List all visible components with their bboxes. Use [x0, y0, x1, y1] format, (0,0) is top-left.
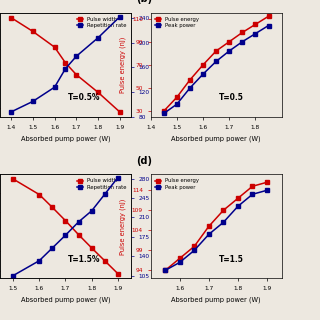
Peak power: [214, 60, 218, 63]
Pulse width: [64, 219, 68, 223]
Peak power: [251, 192, 254, 196]
Repetition rate: [37, 259, 41, 263]
Repetition rate: [96, 36, 100, 39]
Repetition rate: [90, 209, 94, 213]
Pulse energy: [227, 40, 231, 44]
Text: T=0.5%: T=0.5%: [68, 93, 100, 102]
Y-axis label: Repetition rate (kHz): Repetition rate (kHz): [153, 30, 160, 100]
Pulse width: [11, 177, 15, 181]
Line: Pulse width: Pulse width: [9, 15, 123, 115]
Repetition rate: [75, 54, 78, 58]
Pulse width: [116, 272, 120, 276]
Repetition rate: [103, 192, 107, 196]
Line: Pulse width: Pulse width: [11, 177, 120, 276]
Peak power: [163, 268, 167, 272]
Pulse width: [90, 246, 94, 250]
Pulse width: [37, 193, 41, 196]
Pulse energy: [265, 180, 269, 184]
Repetition rate: [116, 176, 120, 180]
Pulse energy: [267, 14, 270, 18]
Pulse energy: [201, 63, 205, 67]
Pulse width: [96, 91, 100, 94]
Pulse width: [103, 259, 107, 263]
Line: Peak power: Peak power: [163, 188, 269, 273]
Peak power: [227, 49, 231, 53]
Repetition rate: [9, 110, 13, 114]
Pulse energy: [162, 109, 166, 113]
X-axis label: Absorbed pump power (W): Absorbed pump power (W): [171, 135, 261, 142]
Peak power: [236, 204, 240, 208]
Line: Repetition rate: Repetition rate: [9, 14, 123, 115]
Line: Peak power: Peak power: [161, 23, 271, 116]
Pulse energy: [240, 30, 244, 34]
Text: (d): (d): [136, 156, 152, 166]
Peak power: [207, 232, 211, 236]
Legend: Pulse energy, Peak power: Pulse energy, Peak power: [153, 15, 201, 30]
Pulse energy: [214, 49, 218, 53]
Pulse energy: [188, 78, 192, 82]
Y-axis label: Pulse energy (nJ): Pulse energy (nJ): [120, 198, 126, 254]
Text: T=1.5%: T=1.5%: [68, 255, 100, 264]
Repetition rate: [53, 85, 57, 89]
Pulse energy: [221, 208, 225, 212]
Text: T=0.5: T=0.5: [219, 93, 244, 102]
Legend: Pulse width, Repetition rate: Pulse width, Repetition rate: [75, 177, 128, 191]
Peak power: [201, 72, 205, 76]
Pulse energy: [207, 224, 211, 228]
Repetition rate: [64, 67, 68, 70]
Text: T=1.5: T=1.5: [219, 255, 244, 264]
Peak power: [192, 248, 196, 252]
Pulse energy: [175, 95, 179, 99]
Pulse width: [75, 73, 78, 77]
Peak power: [162, 112, 166, 116]
Legend: Pulse width, Repetition rate: Pulse width, Repetition rate: [75, 15, 128, 30]
Pulse energy: [251, 184, 254, 188]
Repetition rate: [77, 220, 81, 224]
Pulse width: [118, 110, 122, 114]
Line: Repetition rate: Repetition rate: [11, 175, 120, 278]
Pulse width: [31, 29, 35, 33]
Text: (b): (b): [136, 0, 152, 4]
X-axis label: Absorbed pump power (W): Absorbed pump power (W): [21, 135, 110, 142]
Repetition rate: [11, 274, 15, 277]
Pulse width: [51, 205, 54, 209]
Pulse energy: [163, 268, 167, 272]
Pulse energy: [253, 22, 257, 26]
Line: Pulse energy: Pulse energy: [163, 180, 269, 273]
Repetition rate: [64, 233, 68, 237]
Y-axis label: Pulse energy (nJ): Pulse energy (nJ): [120, 37, 126, 93]
Y-axis label: Repetition rate (kHz): Repetition rate (kHz): [153, 191, 160, 261]
Repetition rate: [118, 15, 122, 19]
Peak power: [188, 86, 192, 90]
Pulse width: [9, 16, 13, 20]
Peak power: [221, 220, 225, 224]
Pulse energy: [192, 244, 196, 248]
X-axis label: Absorbed pump power (W): Absorbed pump power (W): [21, 297, 110, 303]
Legend: Pulse energy, Peak power: Pulse energy, Peak power: [153, 177, 201, 191]
Repetition rate: [31, 100, 35, 103]
Pulse width: [77, 233, 81, 236]
Peak power: [178, 260, 182, 264]
Peak power: [267, 24, 270, 28]
Peak power: [240, 40, 244, 44]
Peak power: [253, 32, 257, 36]
Pulse energy: [236, 196, 240, 200]
Repetition rate: [51, 246, 54, 250]
Pulse width: [53, 45, 57, 49]
Pulse width: [64, 61, 68, 65]
Pulse energy: [178, 256, 182, 260]
X-axis label: Absorbed pump power (W): Absorbed pump power (W): [171, 297, 261, 303]
Line: Pulse energy: Pulse energy: [161, 14, 271, 114]
Peak power: [265, 188, 269, 192]
Peak power: [175, 102, 179, 106]
